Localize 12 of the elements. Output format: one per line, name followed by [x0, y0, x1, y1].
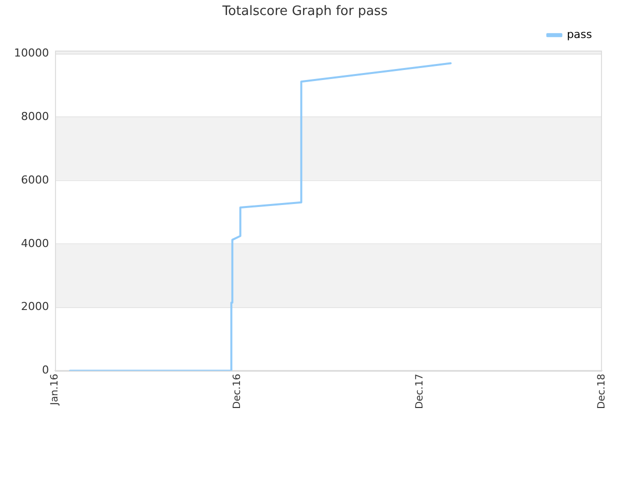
x-tick-label: Dec.18	[596, 374, 608, 410]
x-tick-label: Jan.16	[50, 374, 61, 406]
x-tick-label: Dec.17	[414, 374, 426, 410]
y-tick-label: 6000	[20, 173, 49, 186]
chart-title: Totalscore Graph for pass	[221, 4, 388, 20]
y-tick-label: 2000	[20, 300, 49, 314]
y-tick-label: 8000	[20, 110, 49, 124]
y-tick-label: 10000	[14, 46, 49, 60]
y-tick-label: 4000	[20, 236, 49, 250]
y-tick-label: 0	[42, 364, 49, 377]
x-tick-label: Dec.16	[232, 374, 243, 410]
legend-label: pass	[566, 28, 592, 41]
